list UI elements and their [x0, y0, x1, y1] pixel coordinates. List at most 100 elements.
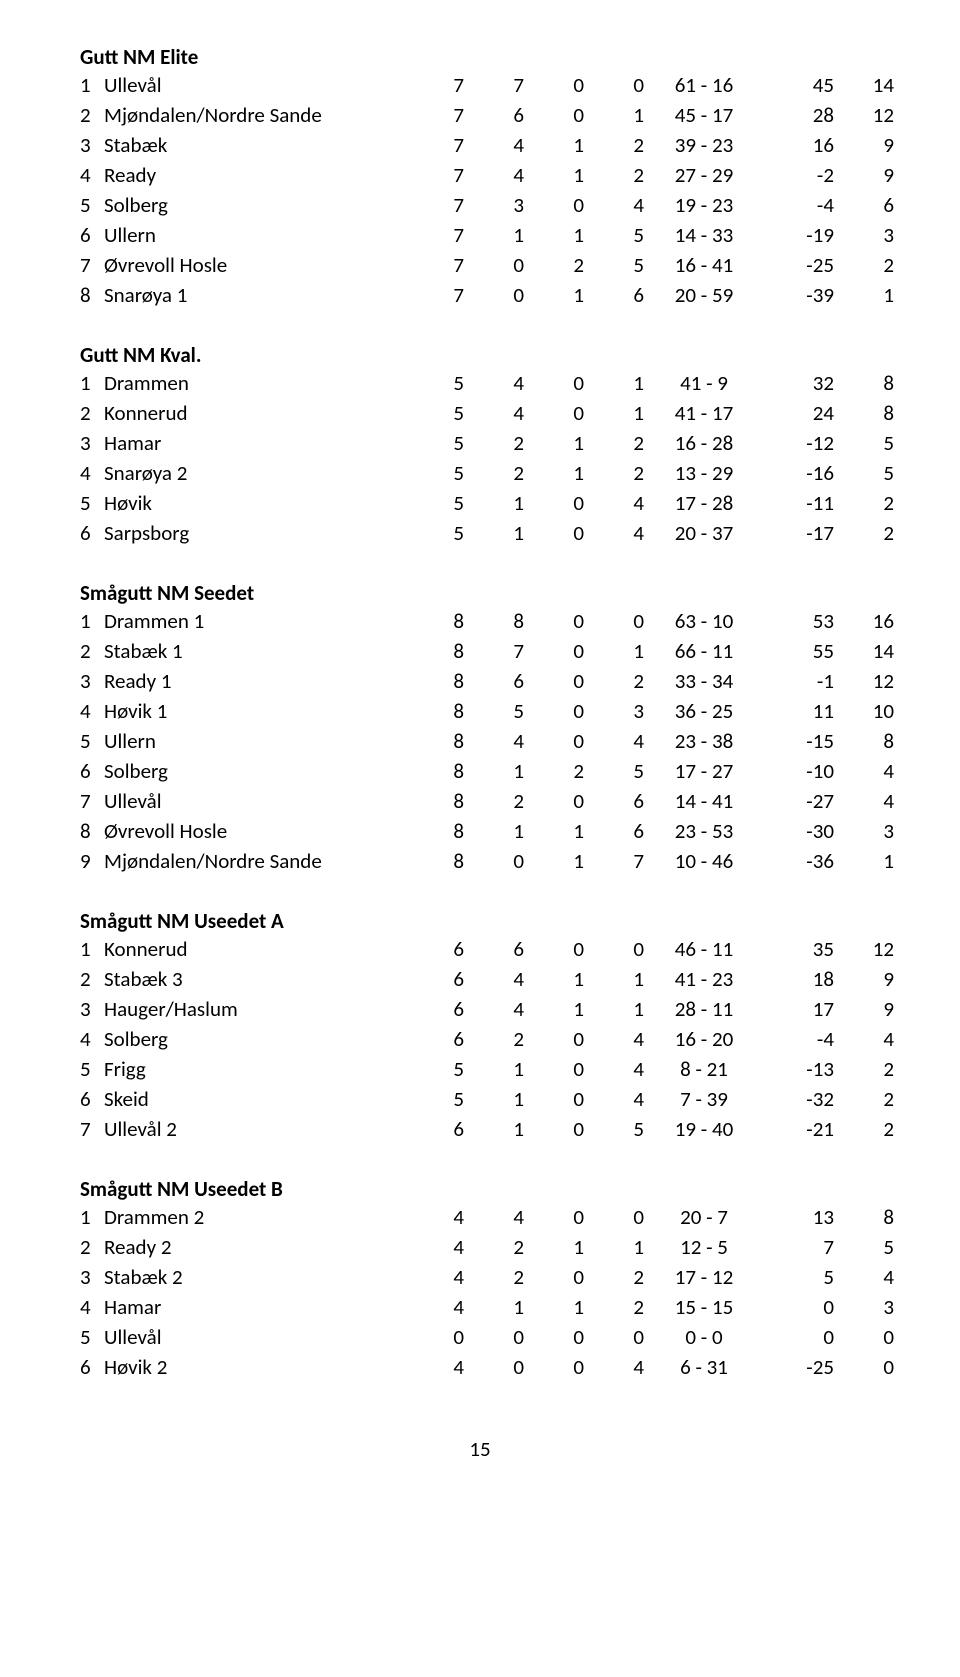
cell-team: Drammen — [104, 368, 404, 398]
cell-losses: 4 — [584, 488, 644, 518]
cell-wins: 7 — [464, 70, 524, 100]
cell-losses: 0 — [584, 70, 644, 100]
table-row: 4Snarøya 2521213 - 29-165 — [80, 458, 894, 488]
cell-points: 4 — [834, 786, 894, 816]
cell-rank: 8 — [80, 280, 104, 310]
cell-score: 14 - 33 — [644, 220, 764, 250]
cell-score: 8 - 21 — [644, 1054, 764, 1084]
cell-diff: 0 — [764, 1292, 834, 1322]
cell-diff: -32 — [764, 1084, 834, 1114]
cell-losses: 4 — [584, 726, 644, 756]
cell-score: 23 - 38 — [644, 726, 764, 756]
cell-team: Ullevål — [104, 786, 404, 816]
cell-points: 8 — [834, 368, 894, 398]
cell-wins: 4 — [464, 726, 524, 756]
cell-team: Ullern — [104, 220, 404, 250]
cell-team: Ullevål — [104, 1322, 404, 1352]
cell-played: 7 — [404, 100, 464, 130]
cell-rank: 2 — [80, 964, 104, 994]
cell-team: Stabæk 3 — [104, 964, 404, 994]
cell-draws: 0 — [524, 636, 584, 666]
cell-diff: 53 — [764, 606, 834, 636]
cell-wins: 0 — [464, 1322, 524, 1352]
cell-score: 19 - 23 — [644, 190, 764, 220]
cell-played: 8 — [404, 726, 464, 756]
cell-points: 2 — [834, 250, 894, 280]
cell-team: Snarøya 2 — [104, 458, 404, 488]
cell-wins: 0 — [464, 280, 524, 310]
cell-points: 9 — [834, 130, 894, 160]
cell-rank: 4 — [80, 458, 104, 488]
cell-losses: 5 — [584, 250, 644, 280]
section-title: Smågutt NM Useedet A — [80, 908, 880, 934]
cell-rank: 1 — [80, 606, 104, 636]
cell-diff: -30 — [764, 816, 834, 846]
table-row: 3Hauger/Haslum641128 - 11179 — [80, 994, 894, 1024]
cell-diff: 5 — [764, 1262, 834, 1292]
cell-team: Solberg — [104, 756, 404, 786]
cell-losses: 1 — [584, 636, 644, 666]
page-content: Gutt NM Elite1Ullevål770061 - 1645142Mjø… — [40, 0, 920, 1502]
table-row: 6Skeid51047 - 39-322 — [80, 1084, 894, 1114]
cell-team: Konnerud — [104, 934, 404, 964]
cell-draws: 1 — [524, 1232, 584, 1262]
cell-team: Ready 1 — [104, 666, 404, 696]
table-row: 4Ready741227 - 29-29 — [80, 160, 894, 190]
table-row: 3Stabæk 2420217 - 1254 — [80, 1262, 894, 1292]
cell-played: 5 — [404, 458, 464, 488]
cell-rank: 4 — [80, 1024, 104, 1054]
cell-draws: 0 — [524, 1114, 584, 1144]
cell-played: 4 — [404, 1352, 464, 1382]
cell-rank: 6 — [80, 1352, 104, 1382]
cell-played: 5 — [404, 398, 464, 428]
cell-points: 5 — [834, 428, 894, 458]
cell-points: 0 — [834, 1322, 894, 1352]
cell-diff: -10 — [764, 756, 834, 786]
cell-losses: 1 — [584, 368, 644, 398]
cell-losses: 6 — [584, 280, 644, 310]
cell-team: Hauger/Haslum — [104, 994, 404, 1024]
cell-draws: 0 — [524, 1322, 584, 1352]
cell-points: 4 — [834, 1024, 894, 1054]
table-row: 5Frigg51048 - 21-132 — [80, 1054, 894, 1084]
cell-draws: 0 — [524, 1084, 584, 1114]
cell-losses: 2 — [584, 1262, 644, 1292]
cell-played: 6 — [404, 964, 464, 994]
cell-played: 5 — [404, 1054, 464, 1084]
table-row: 5Høvik510417 - 28-112 — [80, 488, 894, 518]
standings-table: 1Ullevål770061 - 1645142Mjøndalen/Nordre… — [80, 70, 894, 310]
cell-diff: -13 — [764, 1054, 834, 1084]
cell-losses: 0 — [584, 934, 644, 964]
cell-losses: 3 — [584, 696, 644, 726]
cell-team: Drammen 1 — [104, 606, 404, 636]
cell-losses: 4 — [584, 190, 644, 220]
sections-container: Gutt NM Elite1Ullevål770061 - 1645142Mjø… — [80, 44, 880, 1400]
cell-losses: 6 — [584, 816, 644, 846]
cell-played: 7 — [404, 250, 464, 280]
cell-team: Hamar — [104, 428, 404, 458]
cell-diff: -11 — [764, 488, 834, 518]
cell-diff: 11 — [764, 696, 834, 726]
cell-losses: 2 — [584, 666, 644, 696]
cell-score: 41 - 23 — [644, 964, 764, 994]
cell-team: Skeid — [104, 1084, 404, 1114]
cell-played: 5 — [404, 428, 464, 458]
cell-team: Høvik 2 — [104, 1352, 404, 1382]
cell-losses: 2 — [584, 458, 644, 488]
cell-team: Høvik — [104, 488, 404, 518]
cell-diff: -25 — [764, 250, 834, 280]
cell-diff: -39 — [764, 280, 834, 310]
table-row: 2Stabæk 3641141 - 23189 — [80, 964, 894, 994]
cell-rank: 6 — [80, 1084, 104, 1114]
cell-rank: 7 — [80, 786, 104, 816]
cell-losses: 2 — [584, 130, 644, 160]
cell-rank: 4 — [80, 696, 104, 726]
table-row: 5Solberg730419 - 23-46 — [80, 190, 894, 220]
cell-wins: 2 — [464, 1024, 524, 1054]
cell-draws: 0 — [524, 606, 584, 636]
cell-team: Øvrevoll Hosle — [104, 250, 404, 280]
cell-draws: 0 — [524, 70, 584, 100]
cell-score: 66 - 11 — [644, 636, 764, 666]
cell-draws: 0 — [524, 1024, 584, 1054]
table-row: 9Mjøndalen/Nordre Sande801710 - 46-361 — [80, 846, 894, 876]
